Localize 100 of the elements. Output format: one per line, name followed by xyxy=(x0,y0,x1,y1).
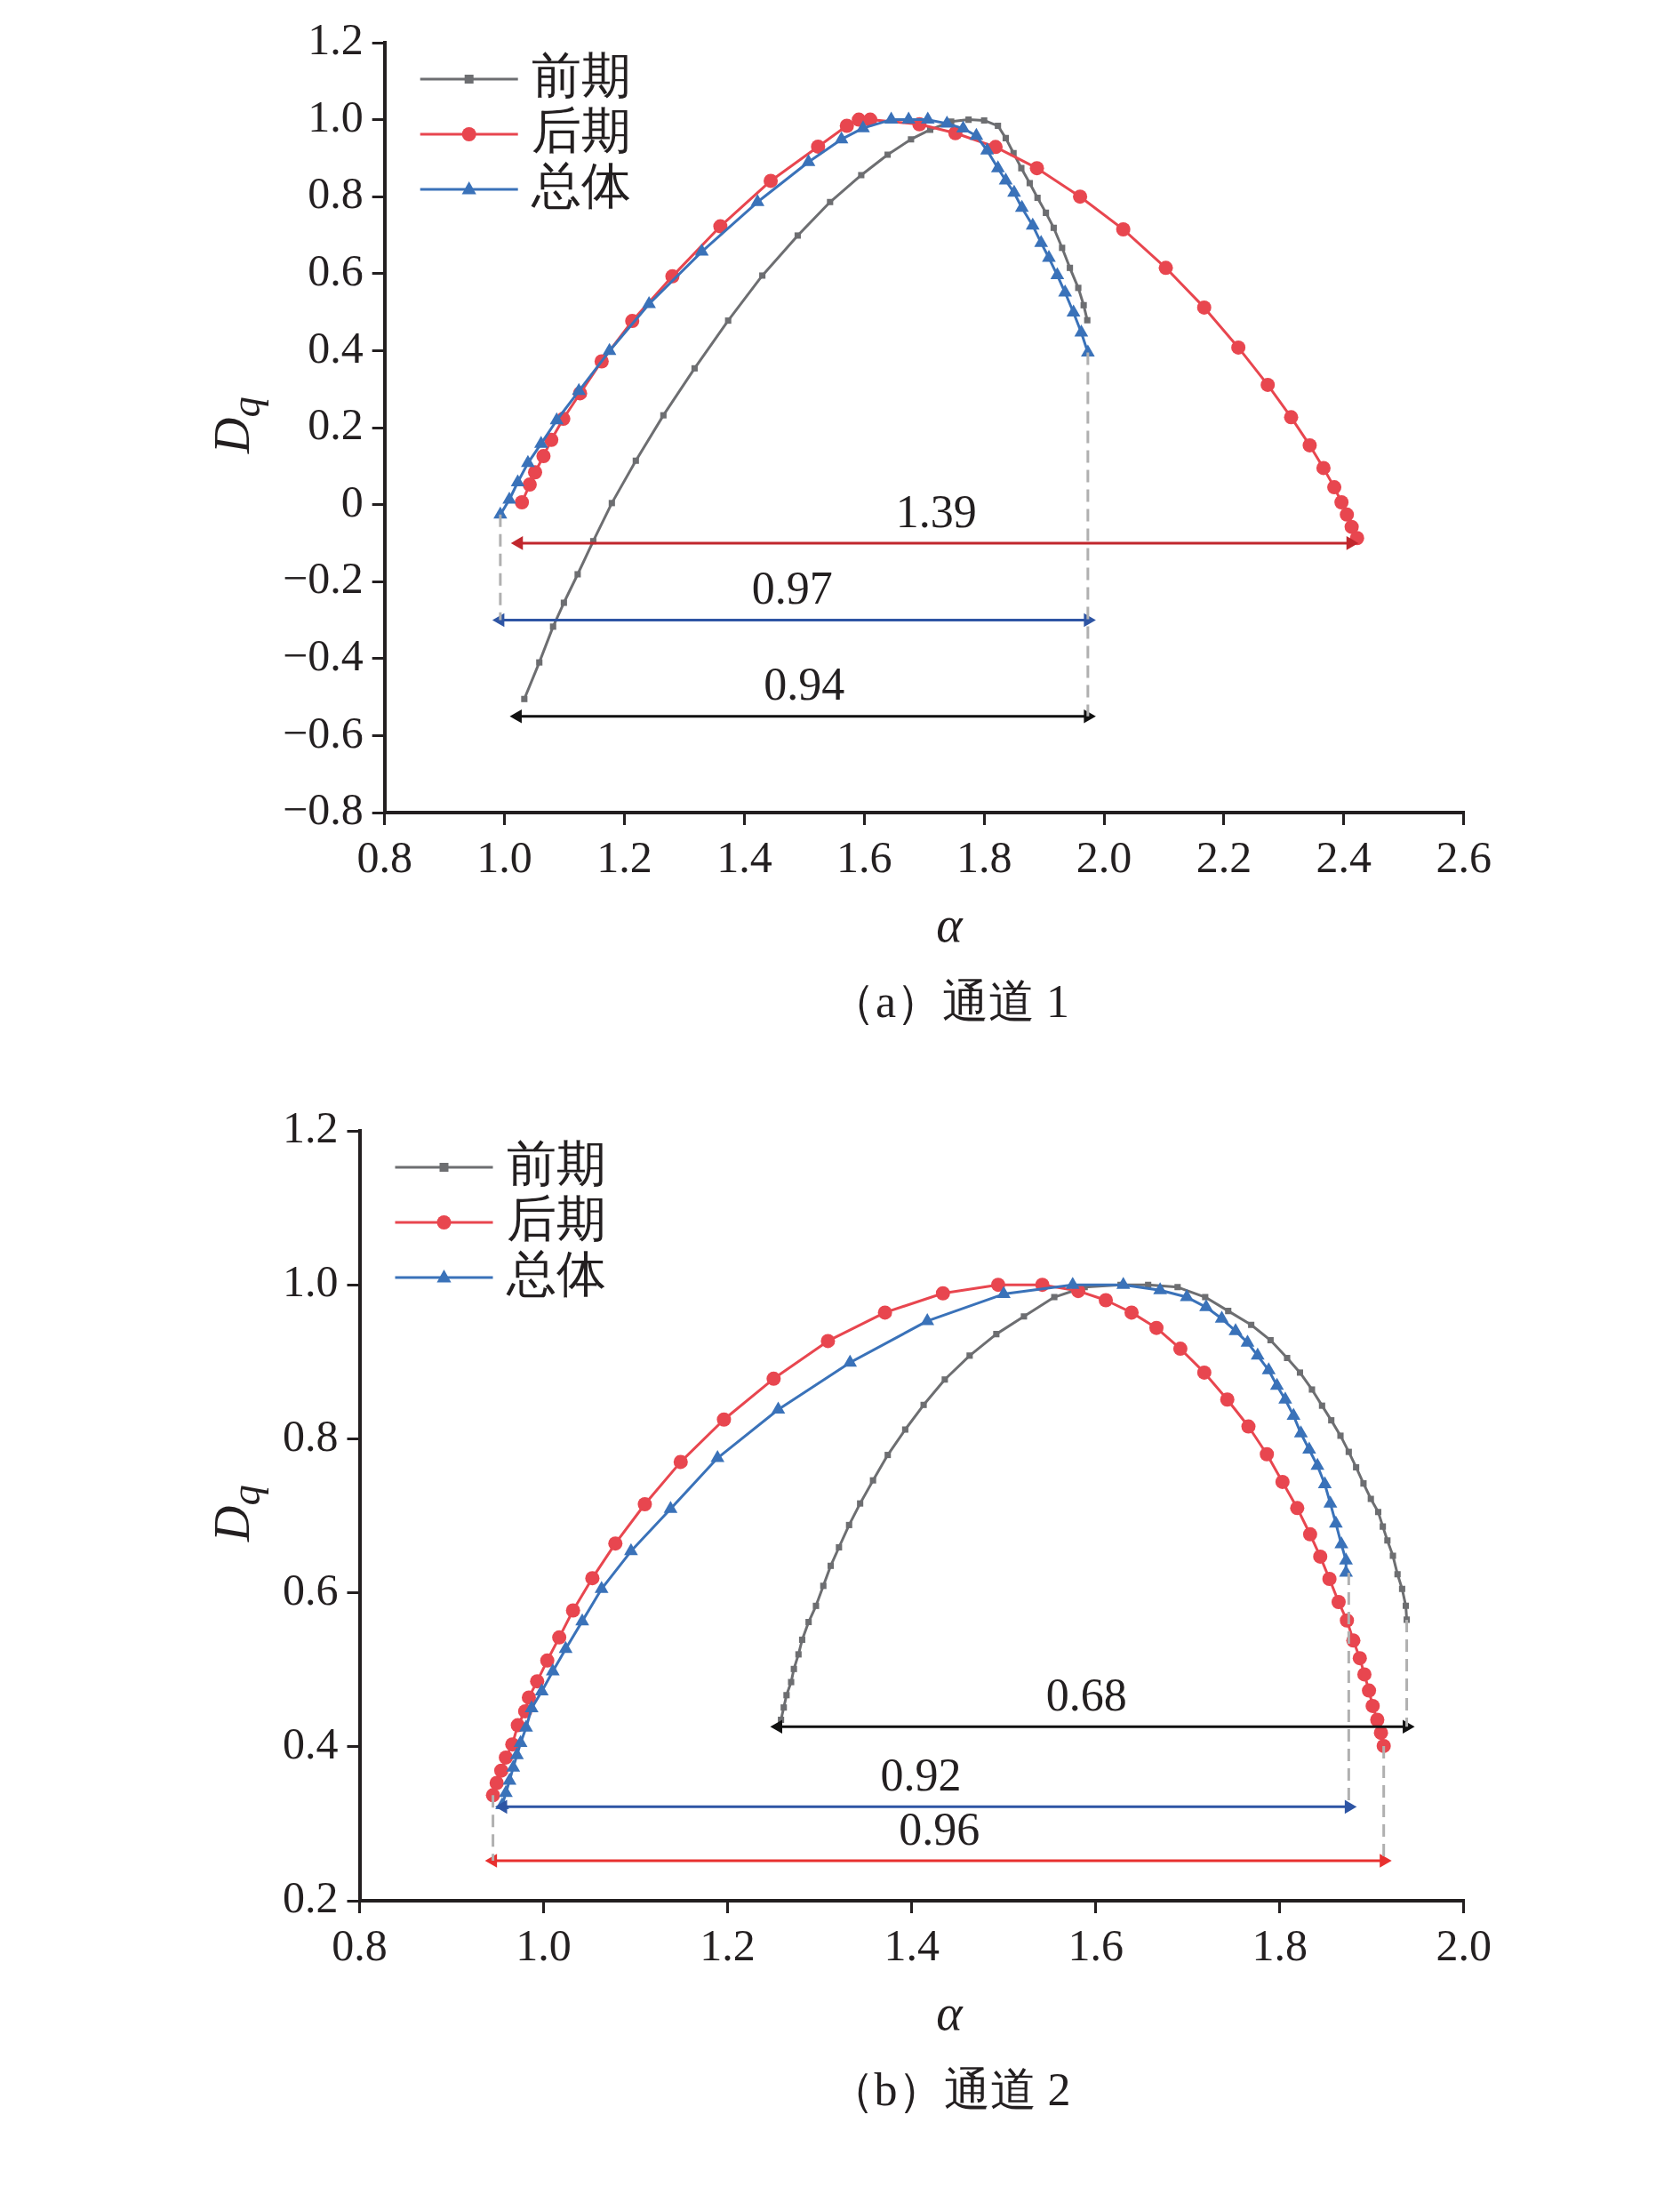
point xyxy=(1043,209,1050,216)
point xyxy=(572,382,587,396)
point xyxy=(811,139,826,154)
point xyxy=(694,244,709,256)
point xyxy=(1331,1594,1346,1609)
point xyxy=(956,120,971,133)
point xyxy=(1225,1308,1232,1315)
point xyxy=(1251,1347,1265,1360)
x-axis-title: α xyxy=(935,896,964,953)
point xyxy=(521,695,528,702)
point xyxy=(969,127,984,140)
point xyxy=(857,1500,864,1507)
point xyxy=(940,115,955,128)
x-axis-title: α xyxy=(935,1984,964,2041)
point xyxy=(1360,1480,1367,1487)
y-tick-label: 0.2 xyxy=(283,1872,339,1923)
point xyxy=(552,1630,567,1645)
point xyxy=(1075,284,1082,292)
y-tick-label: 0.6 xyxy=(283,1564,339,1614)
point xyxy=(1296,1369,1304,1376)
point xyxy=(521,454,535,468)
y-tick-label: −0.4 xyxy=(283,629,364,680)
point xyxy=(1065,1277,1080,1289)
point xyxy=(1050,267,1065,280)
point xyxy=(1284,1354,1291,1362)
point xyxy=(805,1618,812,1626)
point xyxy=(839,118,854,133)
x-tick-label: 1.8 xyxy=(1252,1920,1308,1971)
point xyxy=(1269,1377,1284,1390)
point xyxy=(1318,1402,1325,1409)
point xyxy=(533,436,548,448)
point xyxy=(759,272,766,279)
point xyxy=(783,1692,790,1699)
point xyxy=(836,1543,843,1551)
y-tick-label: 0 xyxy=(340,476,364,526)
point xyxy=(637,1497,652,1512)
point xyxy=(1362,1683,1377,1698)
point xyxy=(1042,250,1056,262)
point xyxy=(1403,1602,1410,1609)
y-tick-label: 0.4 xyxy=(283,1718,339,1768)
point xyxy=(843,1354,858,1367)
point xyxy=(1231,340,1246,355)
point xyxy=(920,1312,935,1326)
annotation: 1.39 xyxy=(895,485,977,537)
point xyxy=(1284,410,1299,425)
point xyxy=(901,1426,908,1433)
x-tick-label: 1.0 xyxy=(516,1920,572,1971)
point xyxy=(1116,222,1131,237)
x-tick-label: 1.6 xyxy=(836,832,892,883)
point xyxy=(1367,1495,1374,1502)
x-tick-label: 2.0 xyxy=(1436,1920,1492,1971)
point xyxy=(1302,1526,1317,1542)
point xyxy=(565,1603,580,1618)
point xyxy=(575,1613,589,1626)
point xyxy=(920,1401,927,1408)
point xyxy=(1261,1362,1276,1374)
y-tick-label: 1.0 xyxy=(283,1256,339,1307)
y-tick-label: 1.2 xyxy=(283,1102,339,1153)
x-tick-label: 1.8 xyxy=(956,832,1012,883)
point xyxy=(1248,1321,1255,1328)
point xyxy=(990,1278,1005,1293)
point xyxy=(1202,1294,1209,1301)
point xyxy=(1026,180,1033,187)
point xyxy=(710,1450,724,1462)
point xyxy=(1293,1425,1308,1438)
point xyxy=(1260,1446,1275,1462)
point xyxy=(1148,1320,1164,1335)
point xyxy=(966,1352,973,1359)
point xyxy=(691,364,698,372)
point xyxy=(996,1286,1011,1299)
point xyxy=(827,198,834,205)
x-tick-label: 0.8 xyxy=(356,832,412,883)
point xyxy=(788,1678,795,1686)
point xyxy=(632,457,639,464)
legend-label: 前期 xyxy=(506,1135,606,1191)
point xyxy=(1275,1474,1290,1489)
x-tick-label: 1.2 xyxy=(596,832,652,883)
point xyxy=(1002,134,1009,141)
point xyxy=(935,1286,950,1301)
point xyxy=(1356,1667,1372,1682)
point xyxy=(920,111,935,124)
point xyxy=(1310,1457,1324,1470)
point xyxy=(1345,1448,1352,1455)
text: （a）通道 1 xyxy=(828,975,1071,1029)
point xyxy=(1158,260,1173,276)
point xyxy=(1286,1407,1301,1420)
point xyxy=(1344,519,1359,534)
point xyxy=(1337,1432,1344,1439)
point xyxy=(549,412,564,425)
point xyxy=(519,1719,533,1732)
point xyxy=(1241,1419,1256,1434)
x-tick-label: 1.4 xyxy=(716,832,772,883)
point xyxy=(801,154,816,166)
point xyxy=(1067,264,1074,271)
point xyxy=(536,659,543,666)
point xyxy=(764,173,779,188)
annotation: 0.97 xyxy=(751,563,833,614)
x-tick-label: 1.4 xyxy=(884,1920,940,1971)
point xyxy=(540,1653,555,1668)
point xyxy=(1374,1509,1382,1516)
